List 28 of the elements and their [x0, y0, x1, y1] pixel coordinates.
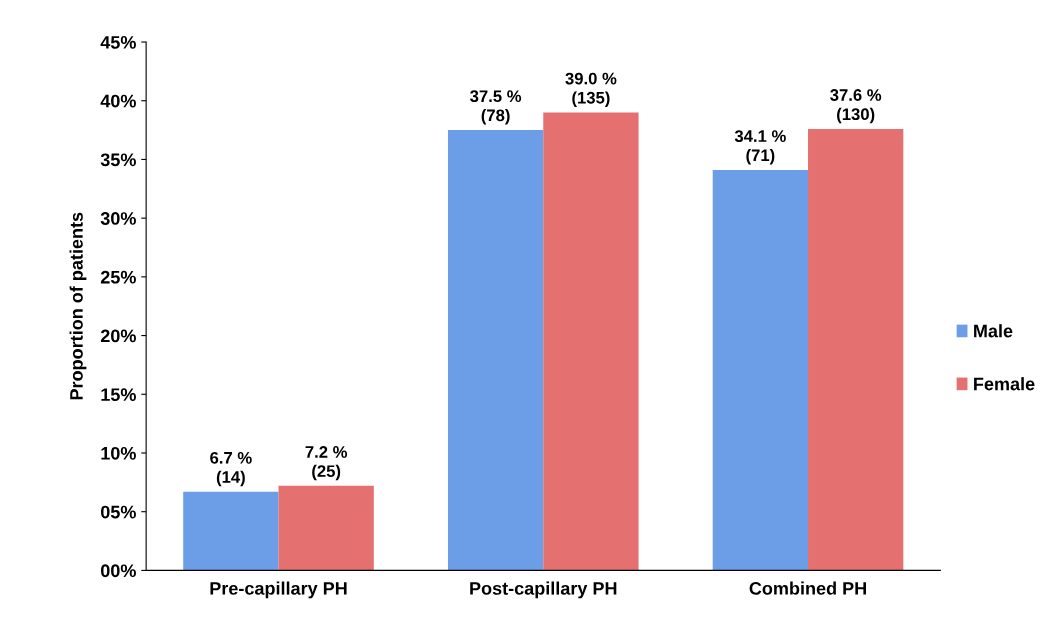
y-tick-label: 45%	[100, 36, 136, 49]
x-tick-label: Post-capillary PH	[470, 581, 617, 599]
data-label: 39.0 % (135)	[565, 72, 617, 107]
data-label: 7.2 % (25)	[305, 446, 348, 481]
y-tick-label: 15%	[101, 388, 136, 401]
data-label: 6.7 % (14)	[210, 451, 252, 487]
y-tick-label: 35%	[100, 153, 136, 167]
x-tick-label: Pre-capillary PH	[210, 581, 347, 599]
legend-label: Male	[974, 324, 1013, 338]
y-tick-label: 00%	[101, 564, 136, 578]
y-tick-label: 20%	[100, 329, 136, 343]
y-tick-label: 30%	[100, 212, 136, 225]
x-tick-label: Combined PH	[749, 581, 866, 595]
bar	[447, 130, 544, 571]
data-label: 37.6 % (130)	[830, 89, 882, 124]
bar	[183, 491, 279, 571]
y-tick-label: 40%	[100, 94, 136, 108]
bar	[543, 112, 639, 571]
legend-label: Female	[974, 377, 1035, 391]
y-tick-label: 05%	[101, 505, 136, 519]
y-axis-title: Proportion of patients	[69, 212, 87, 400]
data-label: 34.1 % (71)	[734, 130, 786, 165]
bar	[808, 128, 904, 571]
data-label: 37.5 % (78)	[470, 90, 522, 125]
y-tick-label: 10%	[101, 446, 136, 460]
bar	[278, 485, 374, 571]
y-tick-label: 25%	[100, 270, 136, 284]
bar	[712, 170, 809, 571]
